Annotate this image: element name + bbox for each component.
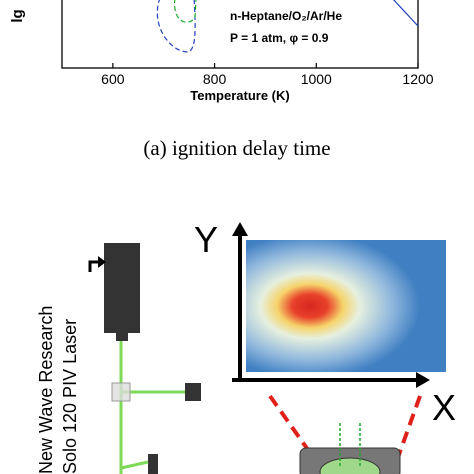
curve [174, 0, 197, 23]
plot-frame [61, 0, 419, 69]
beam-splitter [111, 382, 131, 402]
mirror [148, 454, 158, 474]
laser-port [116, 333, 128, 341]
curve [393, 0, 419, 27]
plot-a: lg n-Heptane/O₂/Ar/He P = 1 atm, φ = 0.9… [9, 0, 434, 103]
arrow-head [416, 372, 430, 388]
x-tick-label: 1000 [301, 71, 332, 87]
arrow-head [232, 222, 248, 236]
window [319, 457, 381, 474]
annotation: n-Heptane/O₂/Ar/He [230, 9, 342, 23]
pointer [88, 260, 100, 272]
light-sheet-edge [390, 395, 422, 474]
beam [120, 460, 149, 470]
pointer-head [98, 256, 106, 268]
axis-label: Y [194, 219, 218, 260]
beam-dump [185, 383, 201, 401]
x-label: Temperature (K) [190, 88, 289, 103]
laser-label: Solo 120 PIV Laser [60, 319, 80, 474]
x-tick-label: 600 [101, 71, 125, 87]
x-tick-label: 1200 [402, 71, 433, 87]
laser-head [104, 243, 140, 333]
heatmap [246, 240, 446, 372]
y-label: lg [9, 9, 26, 22]
curve [156, 0, 196, 53]
diagram-b: Y X New Wave Research Solo 120 PIV Laser [36, 219, 456, 474]
axis-label: X [432, 387, 456, 428]
caption: (a) ignition delay time [143, 136, 330, 160]
laser-label: New Wave Research [36, 306, 56, 474]
x-tick-label: 800 [203, 71, 227, 87]
annotation: P = 1 atm, φ = 0.9 [230, 31, 329, 45]
